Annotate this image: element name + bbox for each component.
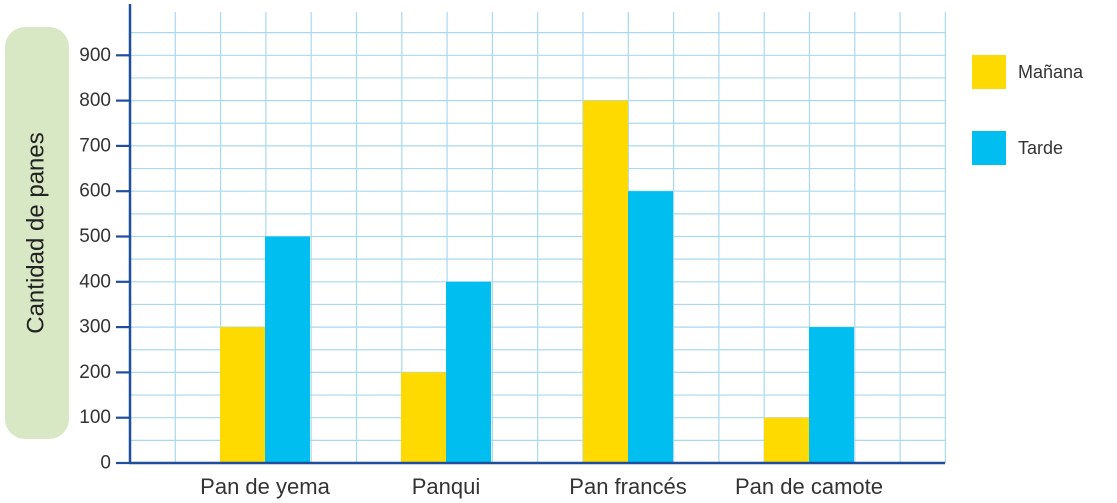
legend-label-manana: Mañana	[1018, 62, 1084, 82]
bar-tarde	[628, 191, 673, 463]
bar-manana	[583, 100, 628, 463]
y-tick-label: 200	[79, 362, 111, 383]
y-tick-label: 100	[79, 407, 111, 428]
x-category-label: Pan de yema	[200, 474, 330, 499]
legend-swatch-tarde	[972, 131, 1006, 165]
y-tick-label: 600	[79, 181, 111, 202]
y-tick-label: 0	[100, 453, 111, 474]
x-category-labels: Pan de yema Panqui Pan francés Pan de camot…	[200, 474, 883, 499]
bar-tarde	[809, 327, 854, 463]
ylabel-background	[5, 27, 69, 439]
bar-manana	[764, 417, 809, 463]
bar-tarde	[265, 236, 310, 463]
y-tick-label: 400	[79, 271, 111, 292]
legend-label-tarde: Tarde	[1018, 138, 1063, 158]
y-tick-label: 500	[79, 226, 111, 247]
y-tick-label: 800	[79, 90, 111, 111]
y-tick-label: 700	[79, 135, 111, 156]
bars	[220, 100, 854, 463]
bar-manana	[220, 327, 265, 463]
bar-manana	[401, 372, 446, 463]
axes	[116, 4, 945, 465]
x-category-label: Pan francés	[569, 474, 686, 499]
y-tick-label: 300	[79, 317, 111, 338]
legend-swatch-manana	[972, 55, 1006, 89]
y-axis-label: Cantidad de panes	[22, 132, 49, 334]
y-tick-labels: 0 100 200 300 400 500 600 700 800 900	[79, 45, 111, 474]
x-category-label: Pan de camote	[735, 474, 883, 499]
x-category-label: Panqui	[412, 474, 481, 499]
legend: Mañana Tarde	[972, 55, 1084, 165]
y-tick-label: 900	[79, 45, 111, 66]
bar-tarde	[446, 281, 491, 463]
